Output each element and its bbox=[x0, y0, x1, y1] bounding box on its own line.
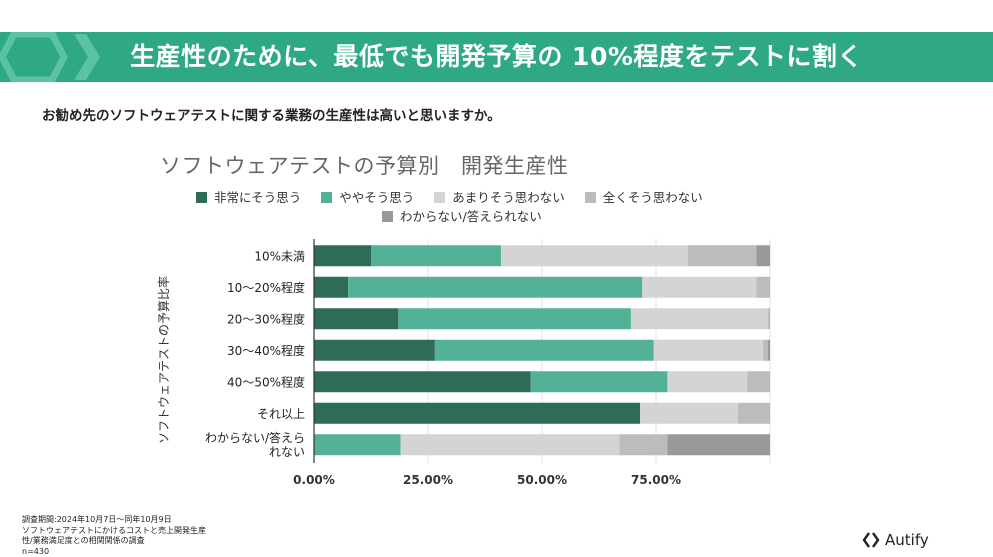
bar-segment bbox=[747, 371, 770, 392]
bar-segment bbox=[314, 434, 401, 455]
category-label: 20～30%程度 bbox=[227, 311, 305, 326]
bar-segment bbox=[348, 277, 642, 298]
footnote-line: 性/業務満足度との相関関係の調査 bbox=[22, 536, 227, 547]
category-label: わからない/答えられない bbox=[205, 430, 305, 459]
x-tick-label: 0.00% bbox=[293, 473, 335, 487]
category-label: 10%未満 bbox=[254, 249, 305, 263]
brand-logo: Autify bbox=[862, 531, 929, 549]
survey-footnote: 調査期間:2024年10月7日～同年10月9日 ソフトウェアテストにかけるコスト… bbox=[22, 515, 227, 557]
bar-segment bbox=[667, 371, 747, 392]
autify-logo-icon bbox=[862, 532, 882, 548]
bar-segment bbox=[314, 403, 640, 424]
bar-segment bbox=[398, 308, 631, 329]
bar-segment bbox=[314, 308, 398, 329]
bar-segment bbox=[314, 245, 371, 266]
x-tick-label: 25.00% bbox=[403, 473, 453, 487]
bar-segment bbox=[768, 308, 770, 329]
bar-segment bbox=[531, 371, 668, 392]
x-tick-label: 75.00% bbox=[631, 473, 681, 487]
footnote-line: 調査期間:2024年10月7日～同年10月9日 bbox=[22, 515, 227, 526]
bar-segment bbox=[756, 245, 770, 266]
bar-segment bbox=[654, 340, 763, 361]
bar-segment bbox=[667, 434, 770, 455]
category-label: 40～50%程度 bbox=[227, 374, 305, 389]
bar-segment bbox=[642, 277, 756, 298]
footnote-line: n=430 bbox=[22, 547, 227, 557]
bar-segment bbox=[371, 245, 501, 266]
bar-segment bbox=[738, 403, 770, 424]
bar-segment bbox=[763, 340, 768, 361]
brand-name: Autify bbox=[885, 531, 929, 549]
bar-segment bbox=[631, 308, 768, 329]
y-axis-title: ソフトウェアテストの予算比率 bbox=[156, 276, 171, 444]
bar-segment bbox=[756, 277, 770, 298]
bar-segment bbox=[640, 403, 738, 424]
category-label: それ以上 bbox=[257, 407, 305, 421]
bar-segment bbox=[314, 277, 348, 298]
stacked-bar-chart: 10%未満 10～20%程度 20～30%程度 30～40%程度 40～50%程度それ以… bbox=[0, 0, 993, 500]
x-tick-label: 50.00% bbox=[517, 473, 567, 487]
bar-segment bbox=[620, 434, 668, 455]
bar-segment bbox=[501, 245, 688, 266]
category-label: 30～40%程度 bbox=[227, 343, 305, 358]
bar-segment bbox=[688, 245, 756, 266]
bar-segment bbox=[314, 371, 531, 392]
bar-segment bbox=[401, 434, 620, 455]
category-label: 10～20%程度 bbox=[227, 280, 305, 295]
bar-segment bbox=[768, 340, 770, 361]
footnote-line: ソフトウェアテストにかけるコストと売上開発生産 bbox=[22, 526, 227, 537]
bar-segment bbox=[314, 340, 435, 361]
bar-segment bbox=[435, 340, 654, 361]
